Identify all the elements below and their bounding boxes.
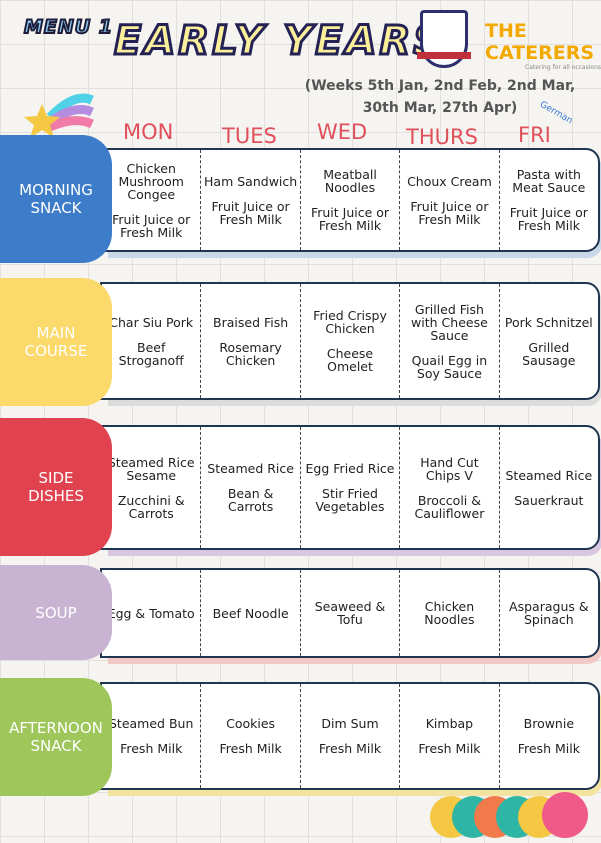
dish: Fresh Milk (120, 741, 183, 756)
dish: Chicken Noodles (424, 599, 475, 627)
menu-row-soup: Egg & Tomato Beef Noodle Seaweed & Tofu Chi… (100, 568, 600, 658)
caterers-logo: THE CATERERS Catering for all occasions (485, 20, 601, 71)
dish: Dim Sum (321, 716, 379, 731)
dish: Fresh Milk (418, 741, 481, 756)
menu-cell-tues: Cookies Fresh Milk (200, 684, 299, 788)
dish: Fruit Juice or Fresh Milk (410, 198, 489, 227)
menu-cell-wed: Egg Fried Rice Stir Fried Vegetables (299, 427, 399, 548)
dish: Cheese Omelet (326, 346, 374, 374)
menu-cell-thurs: Hand Cut Chips V Broccoli & Cauliflower (399, 427, 498, 548)
dish: Broccoli & Cauliflower (414, 492, 485, 521)
dish: Sauerkraut (514, 492, 584, 508)
menu-cell-wed: Dim Sum Fresh Milk (299, 684, 399, 788)
dish: Ham Sandwich (204, 173, 298, 189)
dish: Fruit Juice or Fresh Milk (112, 211, 191, 240)
day-header-wed: WED (317, 120, 368, 144)
meal-label-morning: MORNING SNACK (0, 135, 112, 263)
dish: Pork Schnitzel (504, 314, 593, 330)
dish: Hand Cut Chips V (420, 454, 479, 483)
menu-cell-fri: Steamed Rice Sauerkraut (498, 427, 598, 548)
weeks-line-2: 30th Mar, 27th Apr) (362, 100, 518, 116)
dish: Egg & Tomato (107, 605, 195, 621)
day-header-thurs: THURS (406, 125, 478, 149)
dish: Rosemary Chicken (219, 339, 282, 368)
menu-cell-fri: Pork Schnitzel Grilled Sausage (498, 284, 598, 398)
menu-cell-tues: Steamed Rice Bean & Carrots (200, 427, 299, 548)
menu-cell-wed: Fried Crispy Chicken Cheese Omelet (299, 284, 399, 398)
dish: Fresh Milk (318, 741, 382, 756)
menu-cell-thurs: Grilled Fish with Cheese Sauce Quail Egg … (399, 284, 498, 398)
menu-cell-wed: Seaweed & Tofu (299, 570, 399, 656)
menu-cell-wed: Meatball Noodles Fruit Juice or Fresh Mil… (299, 150, 399, 250)
menu-cell-fri: Pasta with Meat Sauce Fruit Juice or Fres… (498, 150, 598, 250)
menu-cell-thurs: Choux Cream Fruit Juice or Fresh Milk (399, 150, 498, 250)
dish: Egg Fried Rice (305, 461, 395, 476)
dish: Beef Stroganoff (118, 339, 184, 368)
dish: Kimbap (425, 716, 474, 731)
dish: Fruit Juice or Fresh Milk (310, 205, 390, 233)
dish: Steamed Bun (109, 716, 194, 731)
meal-label-soup: SOUP (0, 565, 112, 660)
dish: Quail Egg in Soy Sauce (411, 352, 488, 381)
menu-cell-mon: Egg & Tomato (102, 570, 200, 656)
menu-cell-tues: Braised Fish Rosemary Chicken (200, 284, 299, 398)
meal-label-afternoon: AFTERNOON SNACK (0, 678, 112, 796)
menu-row-afternoon: Steamed Bun Fresh Milk Cookies Fresh Milk Di… (100, 682, 600, 790)
weeks-line-1: (Weeks 5th Jan, 2nd Feb, 2nd Mar, (304, 78, 576, 94)
menu-cell-tues: Ham Sandwich Fruit Juice or Fresh Milk (200, 150, 299, 250)
day-header-mon: MON (123, 120, 174, 144)
dish: Steamed Rice (207, 461, 294, 476)
dish: Fresh Milk (517, 741, 580, 756)
dish: Asparagus & Spinach (509, 599, 589, 627)
menu-cell-mon: Char Siu Pork Beef Stroganoff (102, 284, 200, 398)
dish: Fried Crispy Chicken (313, 308, 387, 336)
menu-row-main: Char Siu Pork Beef Stroganoff Braised Fish… (100, 282, 600, 400)
menu-cell-fri: Asparagus & Spinach (498, 570, 598, 656)
dish: Fruit Juice or Fresh Milk (211, 198, 290, 227)
dish: Pasta with Meat Sauce (512, 167, 586, 195)
dish: Chicken Mushroom Congee (118, 160, 184, 202)
school-crest-logo (417, 10, 471, 68)
shooting-star-icon (24, 93, 94, 138)
dish: Bean & Carrots (227, 486, 274, 514)
menu-number: MENU 1 (23, 15, 114, 39)
menu-cell-tues: Beef Noodle (200, 570, 299, 656)
menu-cell-mon: Steamed Rice Sesame Zucchini & Carrots (102, 427, 200, 548)
day-header-tues: TUES (222, 124, 277, 148)
menu-cell-mon: Chicken Mushroom Congee Fruit Juice or Fr… (102, 150, 200, 250)
menu-cell-fri: Brownie Fresh Milk (498, 684, 598, 788)
page-title: EARLY YEARS (112, 17, 446, 66)
dish: Brownie (523, 716, 575, 731)
dish: Fruit Juice or Fresh Milk (509, 205, 588, 233)
dish: Choux Cream (407, 173, 492, 189)
caterer-name: THE CATERERS (485, 20, 595, 64)
dish: Seaweed & Tofu (314, 599, 386, 627)
weeks-note: (Weeks 5th Jan, 2nd Feb, 2nd Mar, 30th Ma… (300, 75, 580, 119)
dish: Beef Noodle (212, 605, 289, 621)
meal-label-side: SIDE DISHES (0, 418, 112, 556)
dish: Meatball Noodles (323, 167, 377, 195)
dish: Char Siu Pork (109, 314, 194, 330)
menu-cell-mon: Steamed Bun Fresh Milk (102, 684, 200, 788)
dish: Grilled Sausage (522, 339, 576, 368)
menu-row-morning: Chicken Mushroom Congee Fruit Juice or Fr… (100, 148, 600, 252)
dish: Braised Fish (213, 314, 289, 330)
dish: Fresh Milk (219, 741, 282, 756)
dish: Zucchini & Carrots (117, 492, 185, 521)
dish: Steamed Rice (505, 467, 593, 483)
menu-row-side: Steamed Rice Sesame Zucchini & Carrots Ste… (100, 425, 600, 550)
caterpillar-decoration (430, 790, 600, 843)
menu-cell-thurs: Kimbap Fresh Milk (399, 684, 498, 788)
caterer-tagline: Catering for all occasions (525, 64, 601, 71)
dish: Cookies (226, 716, 276, 731)
dish: Grilled Fish with Cheese Sauce (411, 301, 488, 343)
menu-cell-thurs: Chicken Noodles (399, 570, 498, 656)
day-header-fri: FRI (518, 123, 551, 147)
dish: Stir Fried Vegetables (315, 486, 385, 514)
meal-label-main: MAIN COURSE (0, 278, 112, 406)
dish: Steamed Rice Sesame (107, 454, 195, 483)
